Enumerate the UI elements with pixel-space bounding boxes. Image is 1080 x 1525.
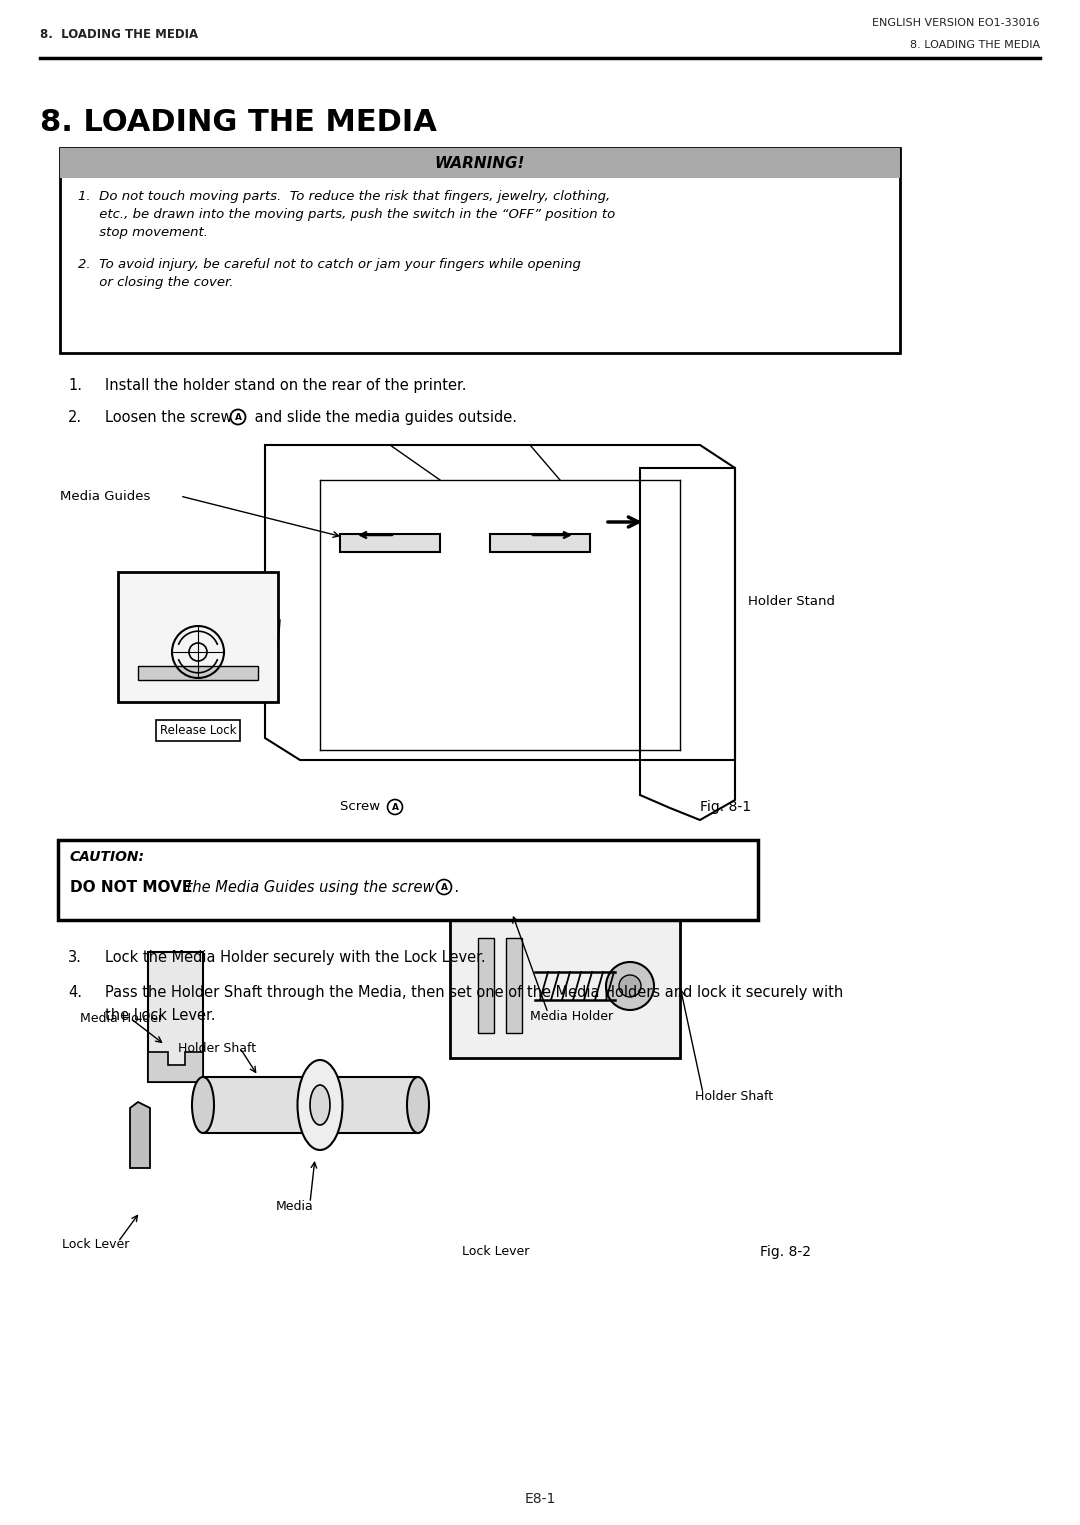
Text: Holder Stand: Holder Stand	[748, 595, 835, 608]
Text: Screw: Screw	[340, 801, 384, 813]
Bar	[60, 148, 900, 178]
Text: stop movement.: stop movement.	[78, 226, 208, 239]
Text: Media Holder: Media Holder	[530, 1010, 613, 1023]
Text: Fig. 8-1: Fig. 8-1	[700, 801, 751, 814]
Text: etc., be drawn into the moving parts, push the switch in the “OFF” position to: etc., be drawn into the moving parts, pu…	[78, 207, 616, 221]
Text: 8.  LOADING THE MEDIA: 8. LOADING THE MEDIA	[40, 27, 198, 41]
Bar	[203, 1077, 418, 1133]
Polygon shape	[148, 1052, 203, 1083]
Text: Holder Shaft: Holder Shaft	[696, 1090, 773, 1103]
Bar	[118, 572, 278, 702]
Text: Lock Lever: Lock Lever	[462, 1244, 529, 1258]
Circle shape	[619, 974, 642, 997]
Text: A: A	[391, 802, 399, 811]
Text: 2.  To avoid injury, be careful not to catch or jam your fingers while opening: 2. To avoid injury, be careful not to ca…	[78, 258, 581, 271]
Text: WARNING!: WARNING!	[435, 157, 525, 171]
Text: Install the holder stand on the rear of the printer.: Install the holder stand on the rear of …	[105, 378, 467, 393]
Ellipse shape	[192, 1077, 214, 1133]
Text: E8-1: E8-1	[524, 1491, 556, 1507]
Text: 8. LOADING THE MEDIA: 8. LOADING THE MEDIA	[909, 40, 1040, 50]
Text: A: A	[441, 883, 447, 892]
Text: or closing the cover.: or closing the cover.	[78, 276, 233, 290]
Text: .: .	[454, 880, 459, 895]
Bar	[507, 938, 522, 1032]
Text: the Lock Lever.: the Lock Lever.	[105, 1008, 216, 1023]
Text: Lock Lever: Lock Lever	[62, 1238, 130, 1250]
Bar	[148, 952, 203, 1083]
Text: the Media Guides using the screw: the Media Guides using the screw	[183, 880, 440, 895]
Text: Release Lock: Release Lock	[160, 724, 237, 737]
Text: Pass the Holder Shaft through the Media, then set one of the Media Holders and l: Pass the Holder Shaft through the Media,…	[105, 985, 843, 1000]
Text: Media Guides: Media Guides	[60, 490, 150, 503]
Ellipse shape	[310, 1084, 330, 1125]
Text: Holder Shaft: Holder Shaft	[178, 1042, 256, 1055]
Text: Loosen the screw: Loosen the screw	[105, 410, 238, 425]
Ellipse shape	[407, 1077, 429, 1133]
Text: 1.: 1.	[68, 378, 82, 393]
Text: ENGLISH VERSION EO1-33016: ENGLISH VERSION EO1-33016	[873, 18, 1040, 27]
Polygon shape	[130, 1103, 150, 1168]
Text: Lock the Media Holder securely with the Lock Lever.: Lock the Media Holder securely with the …	[105, 950, 486, 965]
Text: and slide the media guides outside.: and slide the media guides outside.	[249, 410, 517, 425]
Bar	[340, 534, 440, 552]
Bar	[478, 938, 494, 1032]
Text: 1.  Do not touch moving parts.  To reduce the risk that fingers, jewelry, clothi: 1. Do not touch moving parts. To reduce …	[78, 191, 610, 203]
Bar	[138, 666, 258, 680]
Text: DO NOT MOVE: DO NOT MOVE	[70, 880, 192, 895]
Bar	[450, 913, 680, 1058]
Bar	[60, 148, 900, 352]
Text: 4.: 4.	[68, 985, 82, 1000]
Circle shape	[606, 962, 654, 1010]
Text: CAUTION:: CAUTION:	[70, 849, 145, 865]
Text: 2.: 2.	[68, 410, 82, 425]
Text: Fig. 8-2: Fig. 8-2	[760, 1244, 811, 1260]
Bar	[490, 534, 590, 552]
Text: 8. LOADING THE MEDIA: 8. LOADING THE MEDIA	[40, 108, 437, 137]
Bar	[58, 840, 758, 920]
Text: Media Holder: Media Holder	[80, 1013, 163, 1025]
Text: A: A	[234, 412, 242, 421]
Text: Media: Media	[276, 1200, 314, 1212]
Text: 3.: 3.	[68, 950, 82, 965]
Ellipse shape	[297, 1060, 342, 1150]
